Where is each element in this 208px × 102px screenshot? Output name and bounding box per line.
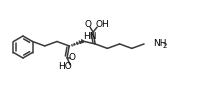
Text: O: O: [85, 20, 92, 29]
Text: OH: OH: [95, 20, 109, 29]
Text: NH: NH: [153, 39, 167, 48]
Text: HN: HN: [83, 32, 97, 41]
Text: O: O: [69, 53, 76, 62]
Text: 2: 2: [162, 43, 167, 49]
Text: HO: HO: [58, 62, 72, 71]
